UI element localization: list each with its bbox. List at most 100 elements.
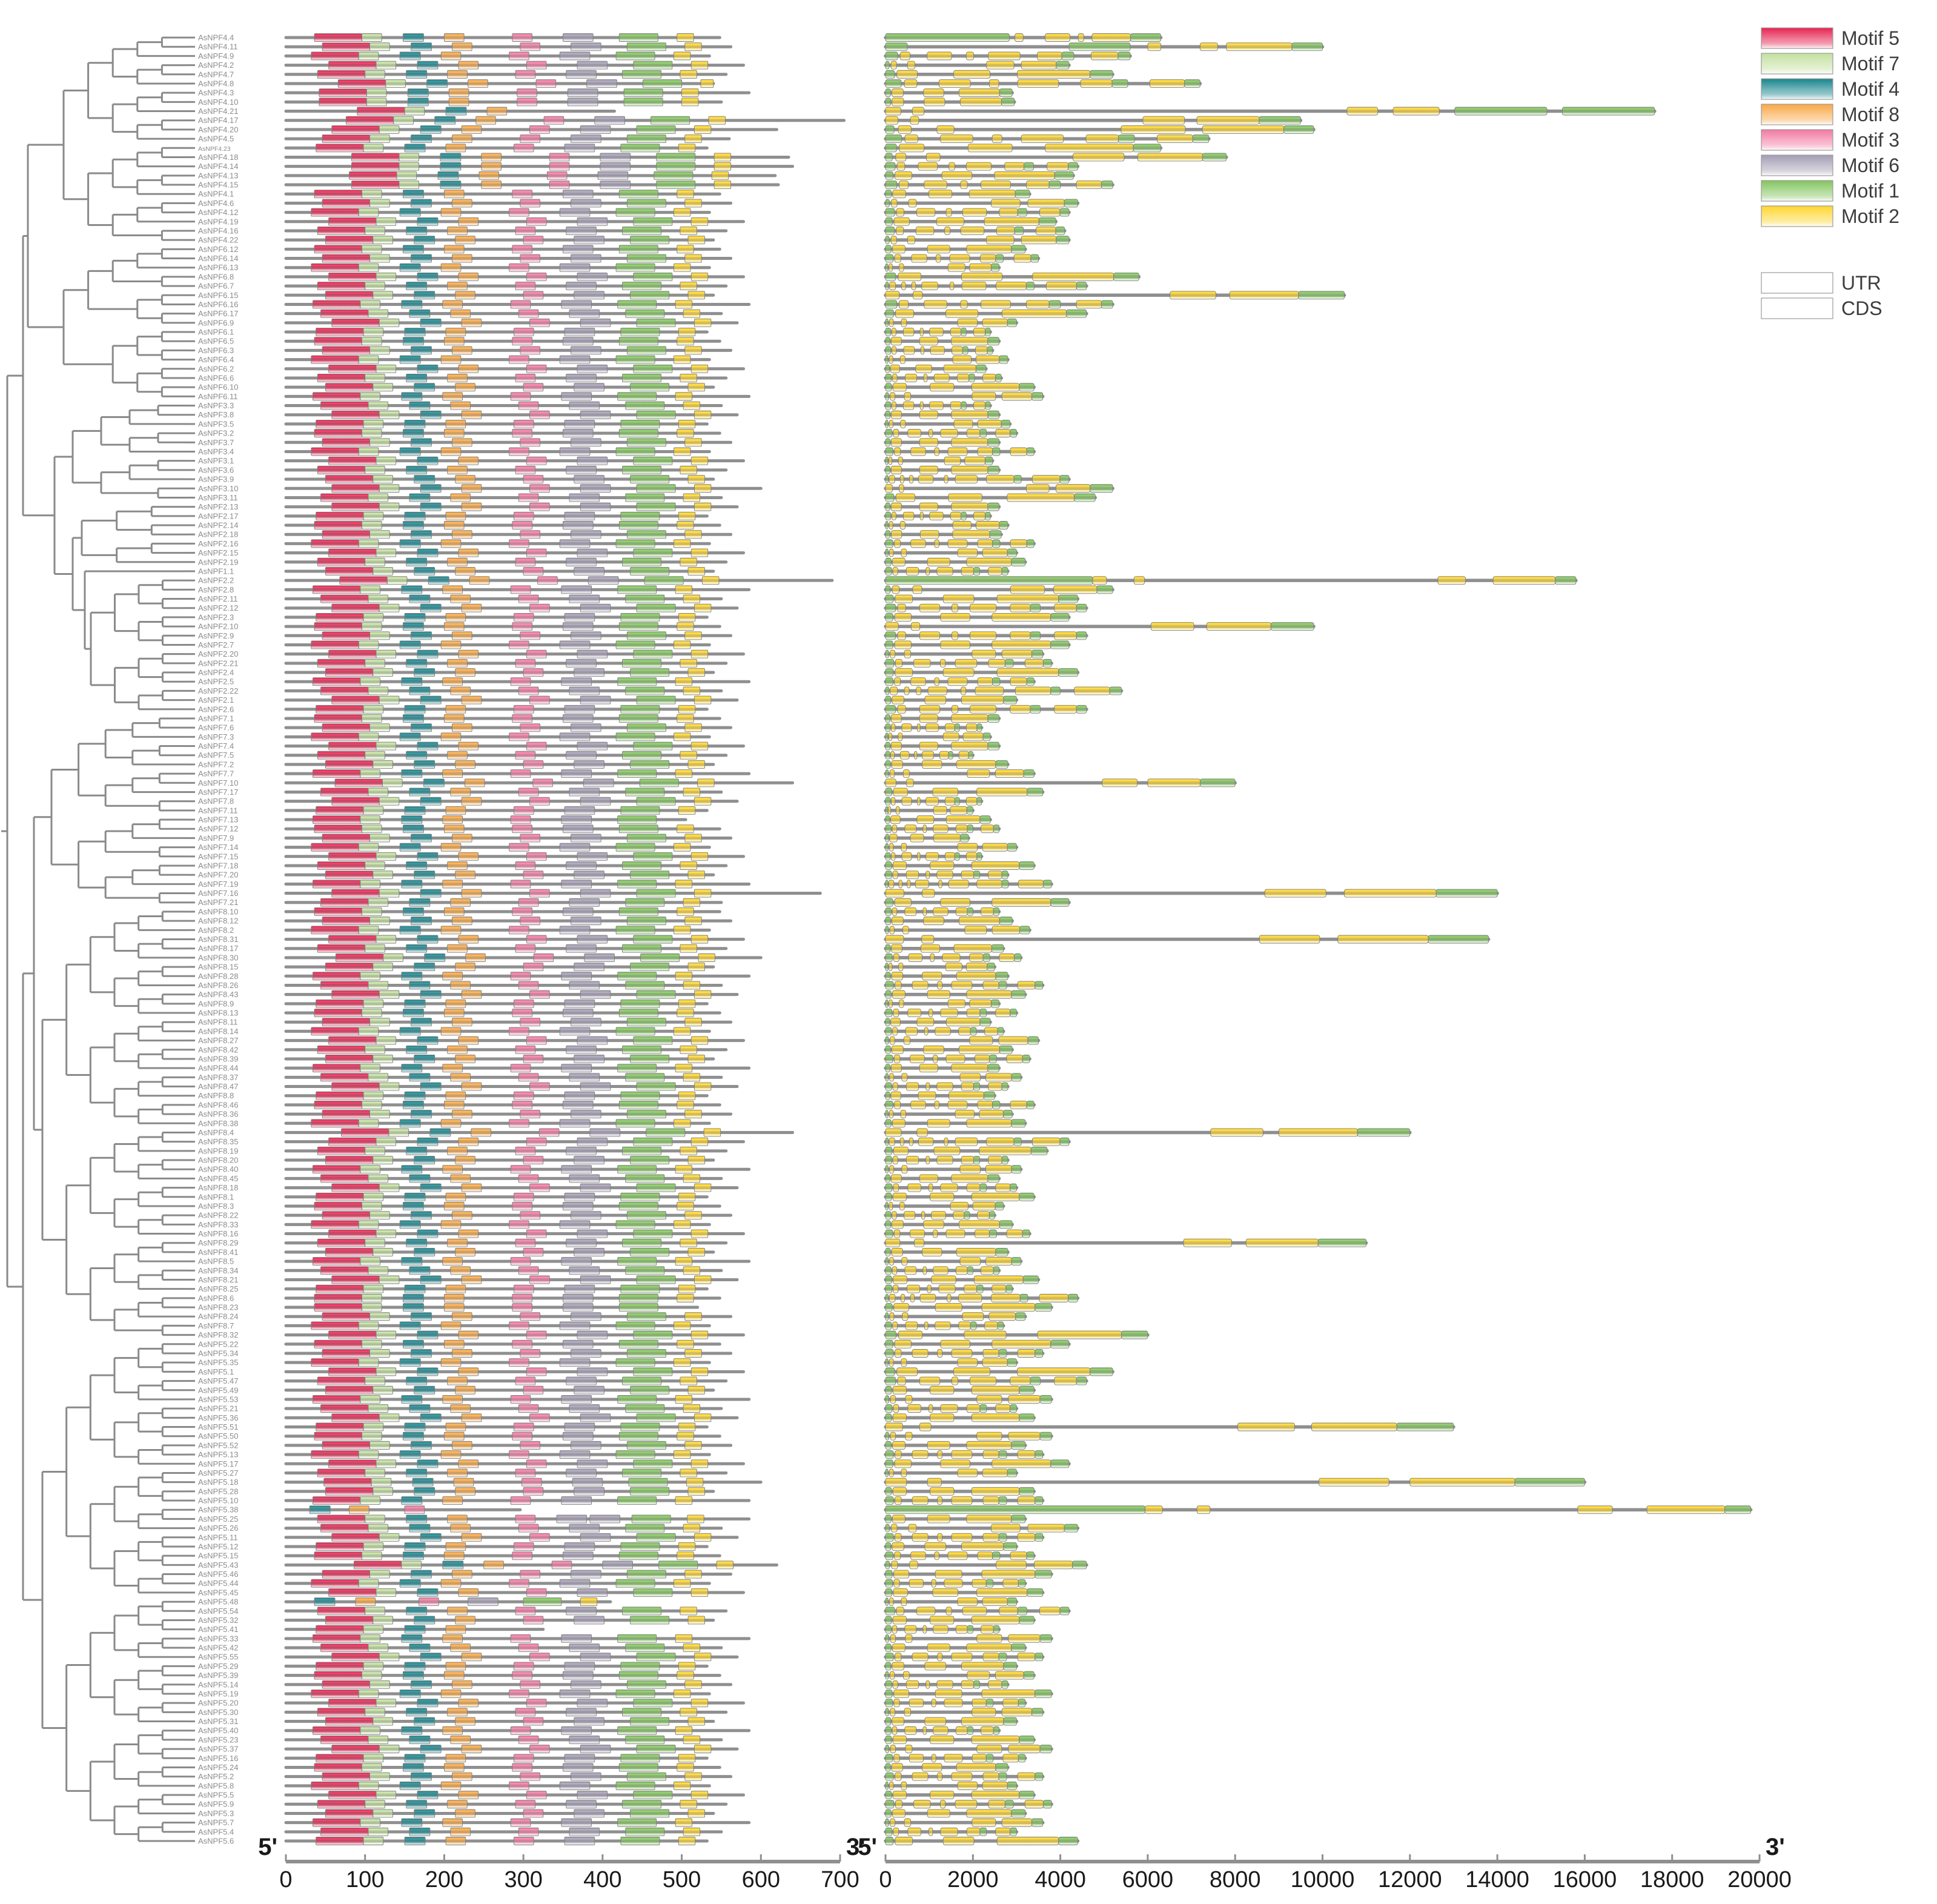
gene-name-label: AsNPF1.1 [198,566,234,576]
cds-box [885,778,896,788]
utr-box [885,1358,889,1367]
gene-name-label: AsNPF7.7 [198,769,234,778]
motif-box-m6 [580,1653,611,1662]
utr-box [1011,1644,1026,1652]
legend-label-utr: UTR [1841,272,1881,294]
motif-box-m2 [678,328,696,336]
motif-box-m6 [574,567,604,576]
motif-box-m8 [458,1459,479,1468]
gene-row-AsNPF6.10: AsNPF6.10 [198,383,1036,392]
motif-box-m1 [633,217,673,226]
utr-box [885,153,893,162]
cds-box [890,337,902,346]
utr-box [1270,622,1314,631]
gene-name-label: AsNPF8.15 [198,963,238,972]
cds-box [1031,1137,1061,1146]
motif-box-m5 [317,70,366,79]
cds-box [895,1349,902,1358]
cds-box [904,79,918,88]
gene-row-AsNPF6.16: AsNPF6.16 [198,300,1114,309]
motif-box-m8 [455,1156,475,1164]
gene-name-label: AsNPF8.42 [198,1045,238,1054]
gene-name-label: AsNPF8.23 [198,1303,238,1312]
motif-box-m6 [559,355,591,364]
utr-box [885,1763,891,1772]
cds-box [922,1726,927,1735]
utr-box [885,981,894,990]
cds-box [972,1708,996,1717]
motif-box-m2 [690,852,709,861]
motif-box-m2 [683,898,701,907]
cds-box [924,181,947,189]
cds-box [958,1293,982,1302]
motif-box-m7 [376,272,397,281]
gene-name-label: AsNPF8.6 [198,1293,234,1302]
motif-box-m8 [452,438,472,447]
motif-box-m1 [618,824,658,834]
motif-box-m8 [461,484,482,493]
utr-box [1019,1735,1035,1744]
utr-box [885,1431,889,1441]
gene-name-label: AsNPF7.2 [198,760,234,769]
motif-box-m3 [523,236,544,245]
utr-box [1035,1533,1044,1542]
motif-box-m4 [404,1754,426,1763]
cds-box [889,1781,894,1790]
motif-box-m1 [622,861,662,870]
motif-box-m4 [411,42,432,51]
gene-name-label: AsNPF5.44 [198,1579,238,1588]
motif-box-m2 [678,705,696,714]
motif-box-m1 [630,567,670,576]
motif-box-m1 [620,328,660,336]
motif-box-m2 [675,972,693,981]
utr-box [885,282,889,291]
motif-box-m5 [320,1524,369,1533]
motif-box-m6 [574,236,604,245]
utr-box [1064,199,1078,208]
cds-box [907,61,915,70]
gene-row-AsNPF5.33: AsNPF5.33 [198,1634,1053,1643]
motif-box-m2 [675,1818,693,1827]
motif-box-m7 [379,318,400,327]
motif-box-m5 [316,1837,364,1845]
gene-name-label: AsNPF8.22 [198,1211,238,1220]
axis-tick-label: 0 [879,1867,892,1892]
motif-box-m8 [458,1791,479,1800]
gene-row-AsNPF8.27: AsNPF8.27 [198,1036,1041,1045]
cds-box [976,521,1000,529]
motif-box-m4 [399,208,421,217]
gene-name-label: AsNPF7.9 [198,834,234,843]
cds-box [893,217,910,226]
cds-box [942,668,975,677]
cds-box [927,51,952,61]
motif-box-m5 [328,548,377,557]
utr-box [985,328,991,336]
motif-box-m5 [311,1119,359,1128]
utr-box [1454,107,1548,116]
gene-row-AsNPF6.3: AsNPF6.3 [198,346,995,355]
motif-box-m7 [368,493,389,502]
motif-box-m4 [403,1671,424,1680]
motif-box-m6 [563,521,594,529]
motif-box-m5 [331,484,380,493]
legend-label-m6: Motif 6 [1841,154,1899,176]
motif-box-m4 [399,1321,421,1330]
utr-box [885,880,889,889]
cds-box [890,649,896,658]
utr-box [1013,475,1022,484]
utr-box [1133,144,1161,153]
gene-row-AsNPF8.24: AsNPF8.24 [198,1312,1027,1321]
cds-box [935,1690,962,1698]
motif-box-m8 [440,1321,462,1330]
gene-name-label: AsNPF7.1 [198,714,234,723]
cds-box [936,1082,953,1091]
cds-box [961,871,974,880]
motif-box-m5 [322,134,371,144]
utr-box [885,1450,894,1459]
cds-box [904,1211,916,1220]
motif-box-m1 [618,245,658,254]
cds-box [908,953,922,962]
cds-box [929,401,944,410]
motif-box-m6 [561,1726,592,1735]
cds-box [893,1303,909,1312]
